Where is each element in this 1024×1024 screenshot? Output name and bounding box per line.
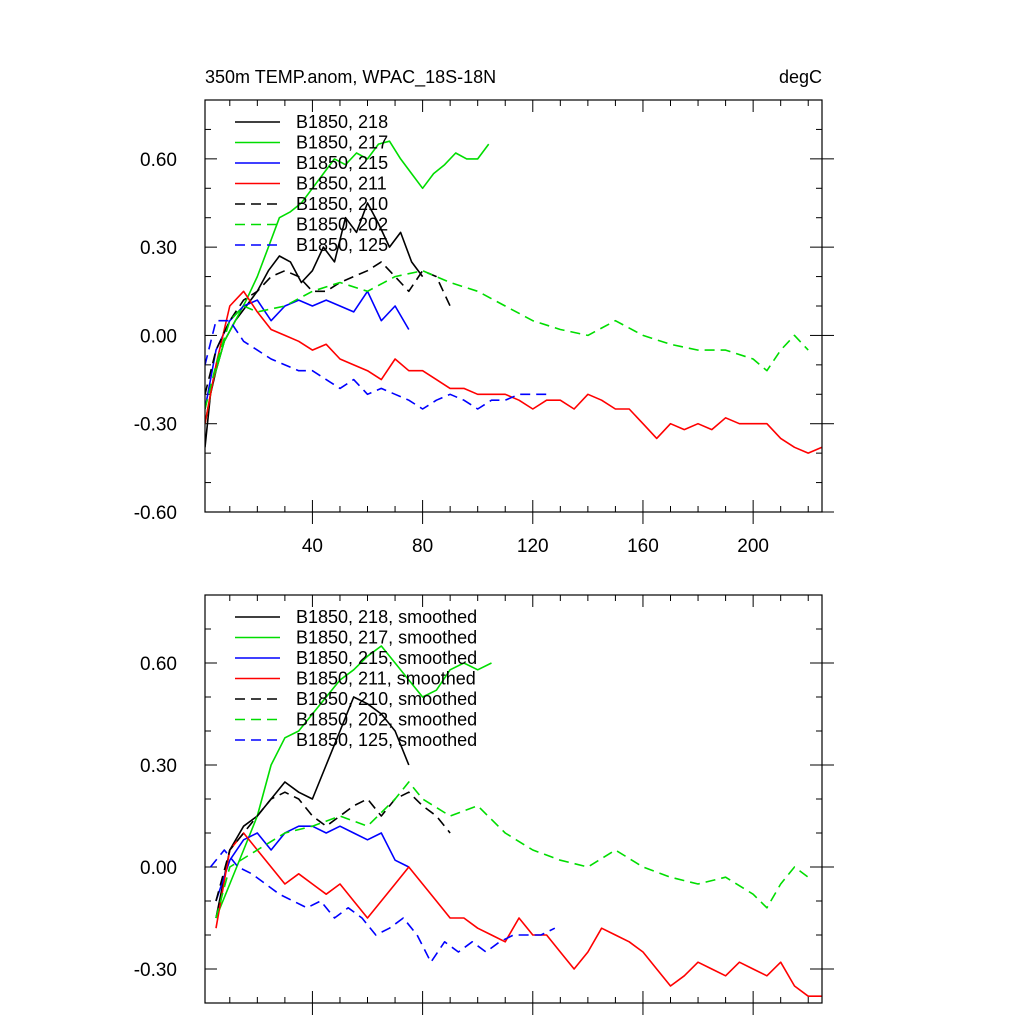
top-panel: 350m TEMP.anom, WPAC_18S-18N degC 40 80 12…: [134, 67, 834, 557]
legend-label: B1850, 218: [296, 112, 388, 132]
y-tick-label: 0.30: [140, 756, 177, 777]
legend-label: B1850, 202: [296, 215, 388, 235]
minor-ticks: [205, 595, 822, 1003]
y-tick-label: 0.00: [140, 858, 177, 879]
y-tick-label: -0.60: [134, 503, 177, 524]
legend-label: B1850, 202, smoothed: [296, 710, 477, 730]
x-tick-label: 200: [737, 536, 769, 557]
series-group: [209, 645, 822, 998]
legend-label: B1850, 215, smoothed: [296, 648, 477, 668]
legend-label: B1850, 125, smoothed: [296, 730, 477, 750]
series-line: [215, 832, 822, 998]
legend-label: B1850, 210: [296, 194, 388, 214]
axes-frame: [204, 99, 823, 513]
series-line: [215, 791, 451, 902]
y-tick-label: 0.30: [140, 238, 177, 259]
x-tick-label: 80: [412, 536, 433, 557]
top-plot-area: 40 80 120 160 200 -0.60 -0.30 0.00 0.30 0.60 B1850…: [134, 99, 834, 557]
axes-frame: [204, 594, 823, 1004]
series-line: [205, 261, 451, 395]
series-line: [205, 290, 410, 410]
legend-label: B1850, 217: [296, 133, 388, 153]
legend-label: B1850, 211: [296, 174, 387, 194]
series-line: [205, 319, 547, 410]
y-tick-label: -0.30: [134, 960, 177, 981]
series-line: [205, 269, 809, 410]
series-line: [215, 825, 410, 902]
legend-label: B1850, 211, smoothed: [296, 669, 476, 689]
legend-label: B1850, 125: [296, 235, 388, 255]
series-line: [205, 140, 490, 424]
chart-title: 350m TEMP.anom, WPAC_18S-18N: [205, 67, 496, 88]
x-tick-label: 160: [627, 536, 659, 557]
series-group: [205, 140, 822, 454]
y-tick-label: 0.60: [140, 654, 177, 675]
legend-label: B1850, 218, smoothed: [296, 607, 477, 627]
legend-label: B1850, 215: [296, 153, 388, 173]
series-line: [209, 849, 556, 964]
series-line: [215, 781, 809, 919]
x-tick-label: 40: [302, 536, 323, 557]
y-tick-label: 0.60: [140, 150, 177, 171]
x-tick-label: 120: [517, 536, 549, 557]
legend-label: B1850, 210, smoothed: [296, 689, 477, 709]
units-label: degC: [779, 67, 822, 87]
series-line: [215, 696, 410, 919]
y-tick-label: -0.30: [134, 415, 177, 436]
series-line: [215, 645, 492, 919]
legend-label: B1850, 217, smoothed: [296, 628, 477, 648]
series-line: [205, 290, 822, 454]
y-tick-label: 0.00: [140, 326, 177, 347]
